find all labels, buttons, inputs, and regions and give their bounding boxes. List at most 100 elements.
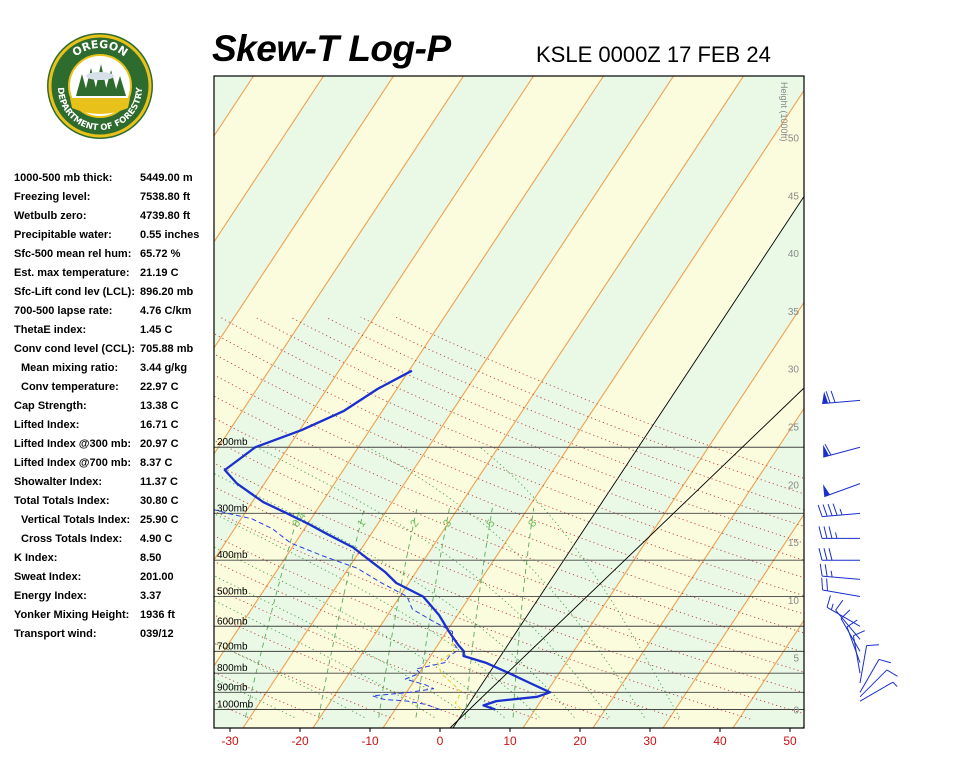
index-label: 1000-500 mb thick: [14, 172, 113, 184]
index-value: 4.76 C/km [140, 305, 192, 317]
x-tick-label: -30 [221, 734, 239, 748]
index-value: 4739.80 ft [140, 210, 191, 222]
height-tick-label: 45 [788, 191, 800, 202]
index-value: 3.44 g/kg [140, 362, 188, 374]
index-row: Lifted Index @700 mb: 8.37 C [14, 454, 209, 473]
index-value: 1936 ft [140, 609, 175, 621]
index-value: 65.72 % [140, 248, 181, 260]
index-value: 3.37 [140, 590, 162, 602]
isobar-label: 700mb [217, 641, 248, 652]
index-label: Wetbulb zero: [14, 210, 87, 222]
index-value: 13.38 C [140, 400, 179, 412]
mixing-ratio-line [415, 507, 450, 718]
freezing-isotherm [452, 195, 804, 728]
wind-barb [846, 619, 861, 663]
index-row: K Index: 8.50 [14, 549, 209, 568]
isotherm [0, 76, 184, 728]
x-tick-label: 30 [643, 734, 657, 748]
height-tick-label: 25 [788, 423, 800, 434]
isobar-label: 500mb [217, 587, 248, 598]
dry-adiabat [214, 417, 804, 653]
index-row: Sfc-Lift cond lev (LCL): 896.20 mb [14, 283, 209, 302]
index-row: Showalter Index: 11.37 C [14, 473, 209, 492]
index-label: Vertical Totals Index: [21, 514, 131, 526]
wind-barb [823, 483, 861, 498]
index-value: 7538.80 ft [140, 191, 191, 203]
index-value: 22.97 C [140, 381, 179, 393]
index-row: Conv temperature: 22.97 C [14, 378, 209, 397]
isobar-label: 900mb [217, 682, 248, 693]
index-label: ThetaE index: [14, 324, 87, 336]
index-row: Conv cond level (CCL): 705.88 mb [14, 340, 209, 359]
index-label: Sfc-Lift cond lev (LCL): [14, 286, 135, 298]
index-value: 705.88 mb [140, 343, 194, 355]
index-row: Energy Index: 3.37 [14, 587, 209, 606]
mixing-ratio-label: 5 [484, 518, 497, 530]
isobar-label: 600mb [217, 616, 248, 627]
moist-adiabat [256, 446, 610, 718]
isotherm [214, 76, 395, 349]
isotherm [214, 76, 325, 243]
height-tick-label: 20 [788, 480, 800, 491]
index-row: Lifted Index @300 mb: 20.97 C [14, 435, 209, 454]
index-label: Sfc-500 mean rel hum: [14, 248, 132, 260]
index-label: Total Totals Index: [14, 495, 110, 507]
mixing-ratio-line [378, 507, 418, 718]
index-value: 0.55 inches [140, 229, 200, 241]
height-tick-label: 30 [788, 365, 800, 376]
wind-barb [859, 644, 879, 684]
wind-barb [818, 526, 860, 539]
isotherm [214, 76, 605, 667]
wind-barb [822, 390, 861, 405]
index-value: 896.20 mb [140, 286, 194, 298]
index-value: 1.45 C [140, 324, 173, 336]
index-value: 8.50 [140, 552, 162, 564]
x-tick-label: 50 [783, 734, 797, 748]
height-tick-label: 35 [788, 307, 800, 318]
index-value: 201.00 [140, 571, 174, 583]
isotherm [242, 76, 675, 728]
index-row: 1000-500 mb thick: 5449.00 m [14, 169, 209, 188]
isobar-label: 300mb [217, 503, 248, 514]
isotherm [522, 301, 804, 728]
isotherm [0, 76, 44, 728]
parcel-reference-line [449, 387, 804, 728]
moist-adiabat [214, 513, 540, 718]
index-value: 11.37 C [140, 476, 178, 488]
wind-barb [826, 595, 861, 627]
index-label: Lifted Index: [14, 419, 80, 431]
mixing-ratio-label: 3 [441, 518, 454, 530]
mixing-ratio-line [512, 507, 535, 718]
mixing-ratio-line [244, 507, 301, 718]
wind-barb [818, 548, 860, 561]
index-row: Sfc-500 mean rel hum: 65.72 % [14, 245, 209, 264]
index-label: Precipitable water: [14, 229, 112, 241]
stability-indices-panel: 1000-500 mb thick: 5449.00 m Freezing leve… [14, 169, 209, 644]
height-tick-label: 40 [788, 249, 800, 260]
index-row: Est. max temperature: 21.19 C [14, 264, 209, 283]
index-label: 700-500 lapse rate: [14, 305, 113, 317]
x-tick-label: -10 [361, 734, 379, 748]
dry-adiabat [214, 374, 804, 615]
x-tick-label: 10 [503, 734, 517, 748]
index-value: 8.37 C [140, 457, 173, 469]
index-row: Precipitable water: 0.55 inches [14, 226, 209, 245]
sounding-traces [214, 369, 804, 728]
oregon-forestry-logo: OREGON DEPARTMENT OF FORESTRY [47, 33, 153, 139]
index-value: 20.97 C [140, 438, 179, 450]
index-label: Transport wind: [14, 628, 97, 640]
height-axis-label: Height (1000ft) [779, 82, 789, 142]
index-value: 21.19 C [140, 267, 179, 279]
wind-barb [852, 630, 865, 674]
index-label: Lifted Index @300 mb: [14, 438, 132, 450]
height-tick-label: 0 [793, 706, 799, 717]
isotherm [662, 513, 804, 728]
isotherm [0, 76, 114, 728]
wind-barb [859, 658, 892, 693]
index-row: Cross Totals Index: 4.90 C [14, 530, 209, 549]
wind-barb [859, 669, 898, 698]
index-row: Vertical Totals Index: 25.90 C [14, 511, 209, 530]
wind-barb [817, 503, 861, 518]
wind-barb [821, 577, 861, 598]
